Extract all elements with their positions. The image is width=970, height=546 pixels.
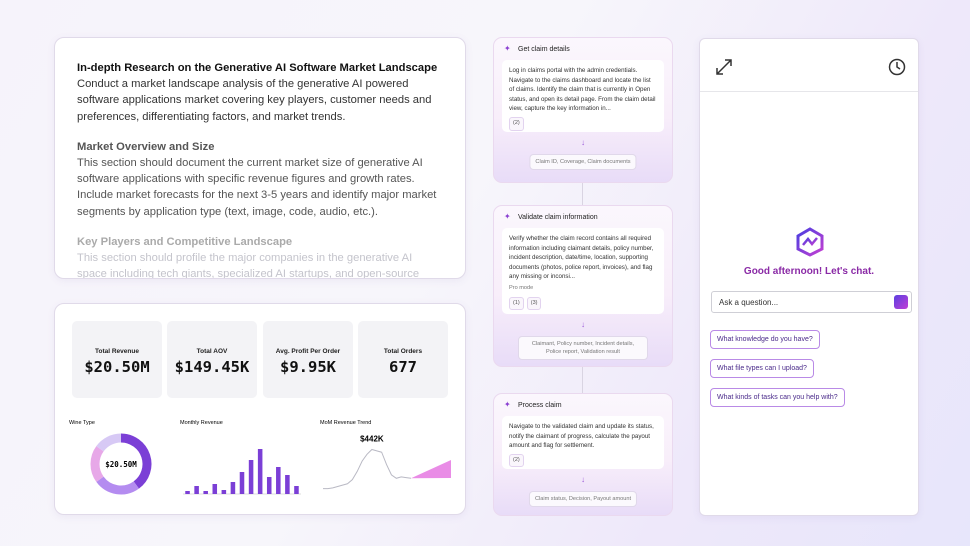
kpi-card: Total Revenue $20.50M [72,321,162,398]
kpi-card: Total AOV $149.45K [167,321,257,398]
step-title: Process claim [518,402,562,409]
kpi-value: $9.95K [280,358,336,376]
arrow: ↓ [581,138,585,147]
step-title: Validate claim information [518,214,598,221]
kpi-card: Total Orders 677 [358,321,448,398]
donut-segment [96,476,139,495]
bar [257,449,263,494]
kpi-value: $149.45K [174,358,250,376]
step-body: Verify whether the claim record contains… [502,228,664,314]
kpi-card: Avg. Profit Per Order $9.95K [263,321,353,398]
step-outputs: Claim status, Decision, Payout amount [528,491,638,507]
arrow: ↓ [581,475,585,484]
annotation: $442K [360,434,384,443]
history-icon[interactable] [887,57,907,77]
bar [276,467,281,494]
step-card: ✦ Get claim details Log in claims portal w… [493,37,673,183]
step-title: Get claim details [518,46,570,53]
section-body: This section should document the current… [77,157,437,218]
step-description: Navigate to the validated claim and upda… [509,423,654,450]
logo [796,227,824,257]
step-outputs: Claim ID, Coverage, Claim documents [529,154,637,170]
bar [239,472,245,494]
suggestion-chip[interactable]: What kinds of tasks can you help with? [710,388,845,407]
bar [294,486,299,494]
step-icon: ✦ [504,44,511,53]
forecast-band [411,460,451,479]
step-description: Verify whether the claim record contains… [509,235,654,281]
step-icon: ✦ [504,212,511,221]
tool-badge: (1) [509,296,524,311]
mode: Pro mode [509,284,534,291]
research-title: In-depth Research on the Generative AI S… [77,62,438,74]
section: Key Players and Competitive Landscape Thi… [77,234,443,279]
chart-title: MoM Revenue Trend [320,420,371,426]
kpi-label: Total Revenue [95,348,139,355]
kpi-value: 677 [389,358,417,376]
send-button[interactable] [894,295,908,309]
charts: Wine Type $20.50M Monthly Revenue MoM Reven… [69,420,451,495]
research-panel: In-depth Research on the Generative AI S… [54,37,466,279]
bar [285,475,290,494]
kpi-label: Avg. Profit Per Order [275,348,341,355]
bar [221,490,227,494]
bar [230,482,236,494]
chart-title: Monthly Revenue [180,420,223,426]
donut-center-label: $20.50M [105,460,137,469]
bar [185,491,190,494]
greeting: Good afternoon! Let's chat. [743,266,875,277]
chart-title: Wine Type [69,420,95,426]
section: Market Overview and Size This section sho… [77,139,443,220]
step-card: ✦ Process claim Navigate to the validated … [493,393,673,516]
step-body: Log in claims portal with the admin cred… [502,60,664,132]
step-icon: ✦ [504,400,511,409]
tool-badge: (3) [526,296,542,311]
arrow: ↓ [581,320,585,329]
kpi-label: Total AOV [196,348,228,355]
kpi-value: $20.50M [84,358,150,376]
tool-badge: (2) [509,453,524,468]
expand-icon[interactable] [714,57,734,77]
question-input[interactable]: Ask a question... [711,291,912,313]
dashboard-panel: Total Revenue $20.50M Total AOV $149.45K Avg… [54,303,466,515]
bar [194,486,199,494]
section-heading: Key Players and Competitive Landscape [77,235,293,248]
bar [203,491,208,494]
chat-panel: Good afternoon! Let's chat. Ask a questi… [699,38,919,516]
step-outputs: Claimant, Policy number, Incident detail… [518,336,648,360]
suggestion-chip[interactable]: What knowledge do you have? [710,330,820,349]
donut-segment [96,433,122,452]
header-divider [700,91,918,92]
bar [266,477,272,494]
tool-badge: (2) [509,116,524,131]
bar [212,484,218,494]
section-body: This section should profile the major co… [77,252,420,279]
bar [248,460,254,494]
donut-segment [120,433,152,489]
placeholder: Ask a question... [719,298,779,307]
donut-segment [90,446,104,482]
section-heading: Market Overview and Size [77,140,215,153]
research-intro: Conduct a market landscape analysis of t… [77,78,432,123]
step-body: Navigate to the validated claim and upda… [502,416,664,469]
suggestion-chip[interactable]: What file types can I upload? [710,359,814,378]
trend-line [323,448,412,490]
step-description: Log in claims portal with the admin cred… [509,67,656,113]
step-card: ✦ Validate claim information Verify whethe… [493,205,673,367]
kpi-label: Total Orders [383,348,423,355]
